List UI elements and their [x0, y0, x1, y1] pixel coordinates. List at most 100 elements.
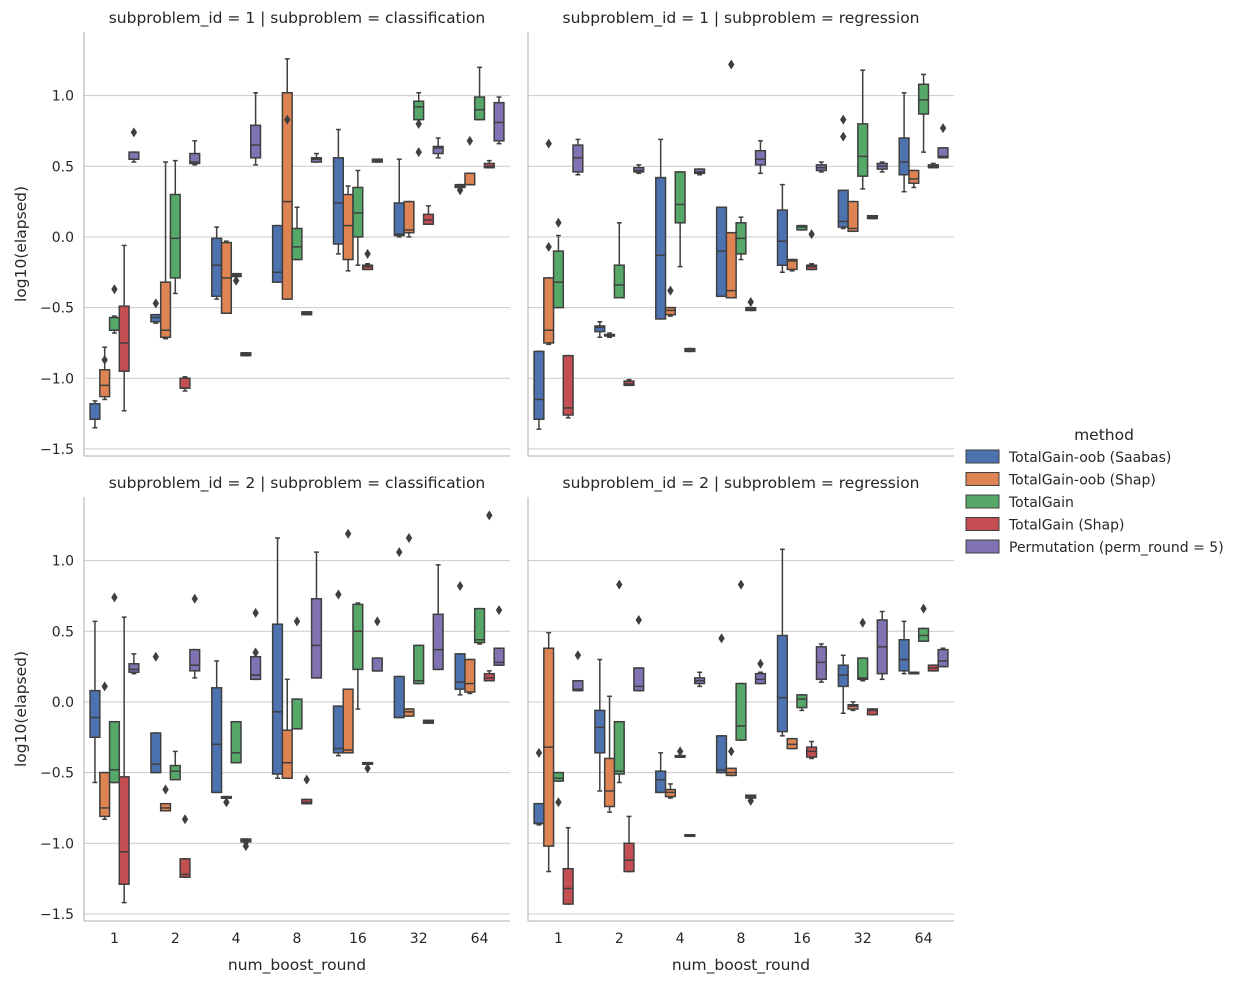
box-outlier — [456, 581, 464, 592]
legend-label: TotalGain-oob (Saabas) — [1008, 450, 1171, 466]
box-body — [562, 867, 574, 905]
box-outlier — [737, 579, 745, 590]
y-tick-label: 1.0 — [52, 554, 74, 570]
facet-panels: −1.5 −1.0 −0.5 0.0 0.5 1.0 subproblem_id = 1 |… — [12, 9, 954, 975]
legend-label: TotalGain (Shap) — [1008, 518, 1125, 534]
box-body — [493, 647, 505, 666]
legend-swatch — [965, 472, 1000, 486]
box-outlier — [181, 814, 189, 825]
box-outlier — [728, 746, 735, 757]
box-outlier — [364, 763, 371, 774]
box-body — [786, 258, 798, 271]
x-tick-label: 2 — [171, 931, 180, 947]
box-outlier — [859, 617, 866, 628]
box-outlier — [676, 746, 684, 757]
box-body — [332, 705, 345, 754]
box-outlier — [303, 774, 310, 785]
box-outlier — [757, 658, 764, 669]
box-body — [413, 644, 425, 685]
x-tick-label: 64 — [471, 931, 489, 947]
box-body — [211, 237, 223, 298]
box-outlier — [405, 532, 413, 543]
x-tick-label: 8 — [293, 931, 302, 947]
y-tick-label: 0.0 — [52, 230, 74, 246]
box-outlier — [808, 229, 815, 240]
box-body — [332, 157, 345, 245]
box-body — [432, 145, 444, 155]
facet-panel: −1.5 −1.0 −0.5 0.0 0.5 1.0 subproblem_id = 1 |… — [12, 9, 510, 458]
box-body — [552, 250, 565, 309]
box-body — [735, 682, 747, 741]
box-body — [562, 354, 574, 416]
box-outlier — [456, 185, 464, 196]
legend-swatch — [965, 494, 1000, 509]
box-outlier — [111, 284, 118, 295]
x-tick-label: 1 — [110, 931, 119, 947]
box-outlier — [374, 616, 381, 627]
facet-panel: subproblem_id = 1 | subproblem = regress… — [527, 9, 954, 457]
box-body — [371, 657, 383, 672]
panel-title: subproblem_id = 2 | subproblem = classif… — [109, 474, 486, 493]
y-tick-label: −0.5 — [40, 766, 74, 782]
box-body — [857, 123, 869, 177]
box-body — [281, 729, 293, 780]
box-outlier — [920, 603, 927, 614]
box-body — [594, 325, 606, 333]
box-outlier — [840, 114, 847, 125]
y-tick-label: −1.0 — [40, 371, 74, 387]
y-axis-label: log10(elapsed) — [12, 651, 30, 767]
box-outlier — [162, 784, 169, 795]
box-body — [847, 200, 859, 233]
y-tick-label: −1.0 — [40, 836, 74, 852]
x-tick-label: 16 — [349, 931, 367, 947]
x-tick-label: 2 — [615, 931, 624, 947]
box-body — [352, 603, 364, 671]
y-tick-label: −0.5 — [40, 301, 74, 317]
box-body — [413, 100, 425, 121]
box-body — [281, 92, 293, 300]
box-outlier — [232, 275, 240, 286]
box-body — [464, 172, 476, 186]
box-body — [473, 96, 486, 121]
box-body — [118, 776, 130, 886]
box-outlier — [574, 650, 582, 661]
box-outlier — [396, 547, 403, 558]
box-outlier — [555, 217, 562, 228]
box-outlier — [545, 241, 552, 252]
box-body — [249, 124, 262, 159]
box-body — [857, 657, 869, 681]
box-body — [725, 231, 737, 299]
box-body — [128, 151, 140, 160]
box-body — [159, 281, 172, 339]
box-outlier — [616, 579, 623, 590]
x-tick-label: 16 — [793, 931, 811, 947]
panel-title: subproblem_id = 2 | subproblem = regress… — [563, 474, 920, 493]
box-body — [898, 638, 910, 672]
box-body — [613, 264, 625, 299]
box-outlier — [344, 528, 352, 539]
box-body — [89, 402, 101, 421]
box-body — [655, 770, 667, 794]
box-outlier — [223, 797, 230, 808]
x-tick-label: 4 — [232, 931, 241, 947]
box-body — [623, 842, 635, 873]
box-body — [908, 169, 920, 184]
box-body — [432, 613, 444, 671]
box-body — [189, 152, 201, 165]
box-outlier — [415, 147, 422, 158]
box-body — [291, 698, 303, 730]
y-tick-label: −1.5 — [40, 442, 74, 458]
box-outlier — [495, 605, 503, 616]
facet-panel: −1.5 −1.0 −0.5 0.0 0.5 1.0 subproblem_id = 2 |… — [12, 474, 510, 975]
box-body — [108, 720, 121, 784]
box-body — [552, 771, 565, 782]
box-outlier — [101, 681, 108, 692]
box-body — [393, 675, 405, 719]
box-body — [754, 149, 767, 166]
box-body — [89, 689, 101, 739]
box-body — [674, 171, 686, 224]
x-axis-label: num_boost_round — [228, 956, 366, 975]
box-outlier — [284, 114, 291, 125]
box-outlier — [242, 841, 250, 852]
box-body — [898, 137, 910, 176]
